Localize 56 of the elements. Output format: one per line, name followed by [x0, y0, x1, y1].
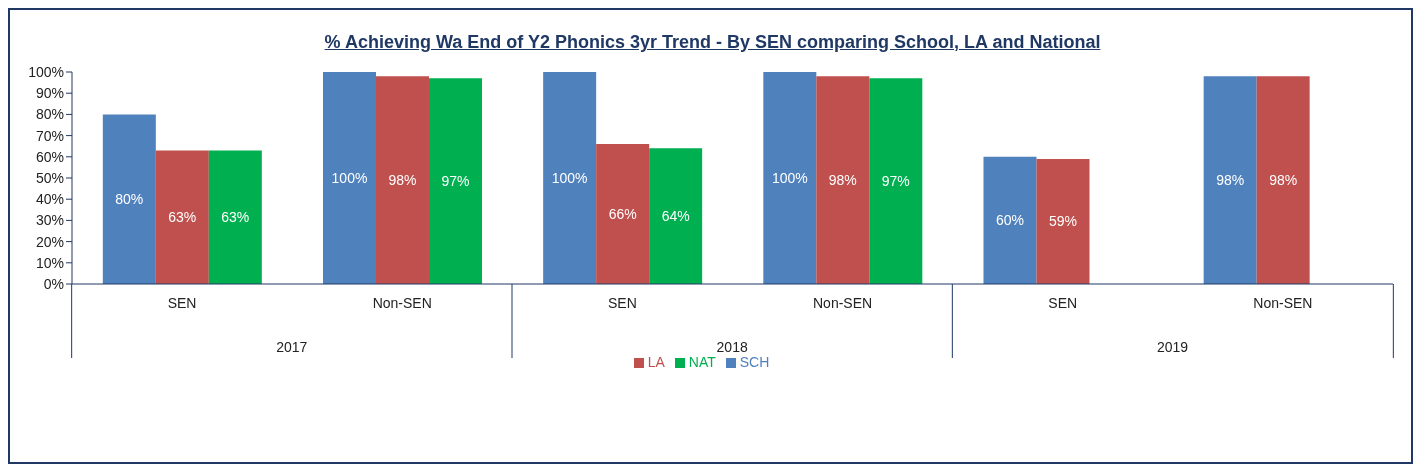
data-label: 100%: [331, 169, 368, 186]
x-tick-label: SEN: [1048, 295, 1078, 311]
x-tick-label: Non-SEN: [1253, 295, 1313, 311]
data-label: 60%: [995, 212, 1025, 229]
data-label: 64%: [661, 208, 690, 225]
bar: [375, 76, 429, 284]
bar: [596, 144, 650, 284]
data-label: 66%: [608, 206, 637, 223]
bar: [322, 72, 376, 284]
x-tick-label: Non-SEN: [813, 295, 873, 311]
y-tick-label: 80%: [35, 106, 64, 123]
data-label: 97%: [441, 173, 470, 190]
y-tick-label: 100%: [28, 63, 64, 80]
x-tick-label: Non-SEN: [372, 295, 432, 311]
y-tick-label: 90%: [35, 85, 64, 102]
data-label: 59%: [1048, 213, 1078, 230]
data-label: 100%: [551, 169, 588, 186]
bar: [543, 72, 597, 284]
data-label: 97%: [881, 173, 910, 190]
bar: [763, 72, 817, 284]
chart-title: % Achieving Wa End of Y2 Phonics 3yr Trend - By SEN comparing School, LA and National: [323, 32, 1102, 53]
bar: [816, 76, 870, 284]
text: 2019: [1156, 339, 1189, 355]
y-tick-label: 20%: [35, 233, 64, 250]
data-label: 98%: [1269, 172, 1298, 189]
x-tick-label: SEN: [167, 295, 197, 311]
bar: [102, 114, 156, 284]
bar: [1256, 76, 1310, 284]
x-tick-label: SEN: [608, 295, 637, 311]
bar: [428, 78, 482, 284]
legend-label: NAT: [688, 354, 716, 370]
data-label: 63%: [221, 209, 250, 226]
bar: [155, 150, 209, 284]
bar: [869, 78, 923, 284]
data-label: 98%: [1216, 172, 1245, 189]
y-tick-label: 50%: [35, 169, 64, 186]
text: 2017: [276, 339, 308, 355]
data-label: 80%: [115, 191, 144, 208]
y-tick-label: 0%: [43, 275, 64, 292]
y-tick-label: 40%: [35, 191, 64, 208]
text: 2018: [716, 339, 748, 355]
y-tick-label: 30%: [35, 212, 64, 229]
data-label: 63%: [168, 209, 197, 226]
data-label: 98%: [828, 172, 857, 189]
legend-label: LA: [647, 354, 665, 370]
data-label: 100%: [771, 169, 808, 186]
legend-label: SCH: [739, 354, 770, 370]
bar: [649, 148, 703, 284]
data-label: 98%: [388, 172, 417, 189]
bar: [208, 150, 262, 284]
y-tick-label: 60%: [35, 148, 64, 165]
bar: [1036, 158, 1090, 284]
y-tick-label: 10%: [35, 254, 64, 271]
bar: [983, 156, 1037, 284]
y-tick-label: 70%: [35, 127, 64, 144]
bar: [1203, 76, 1257, 284]
